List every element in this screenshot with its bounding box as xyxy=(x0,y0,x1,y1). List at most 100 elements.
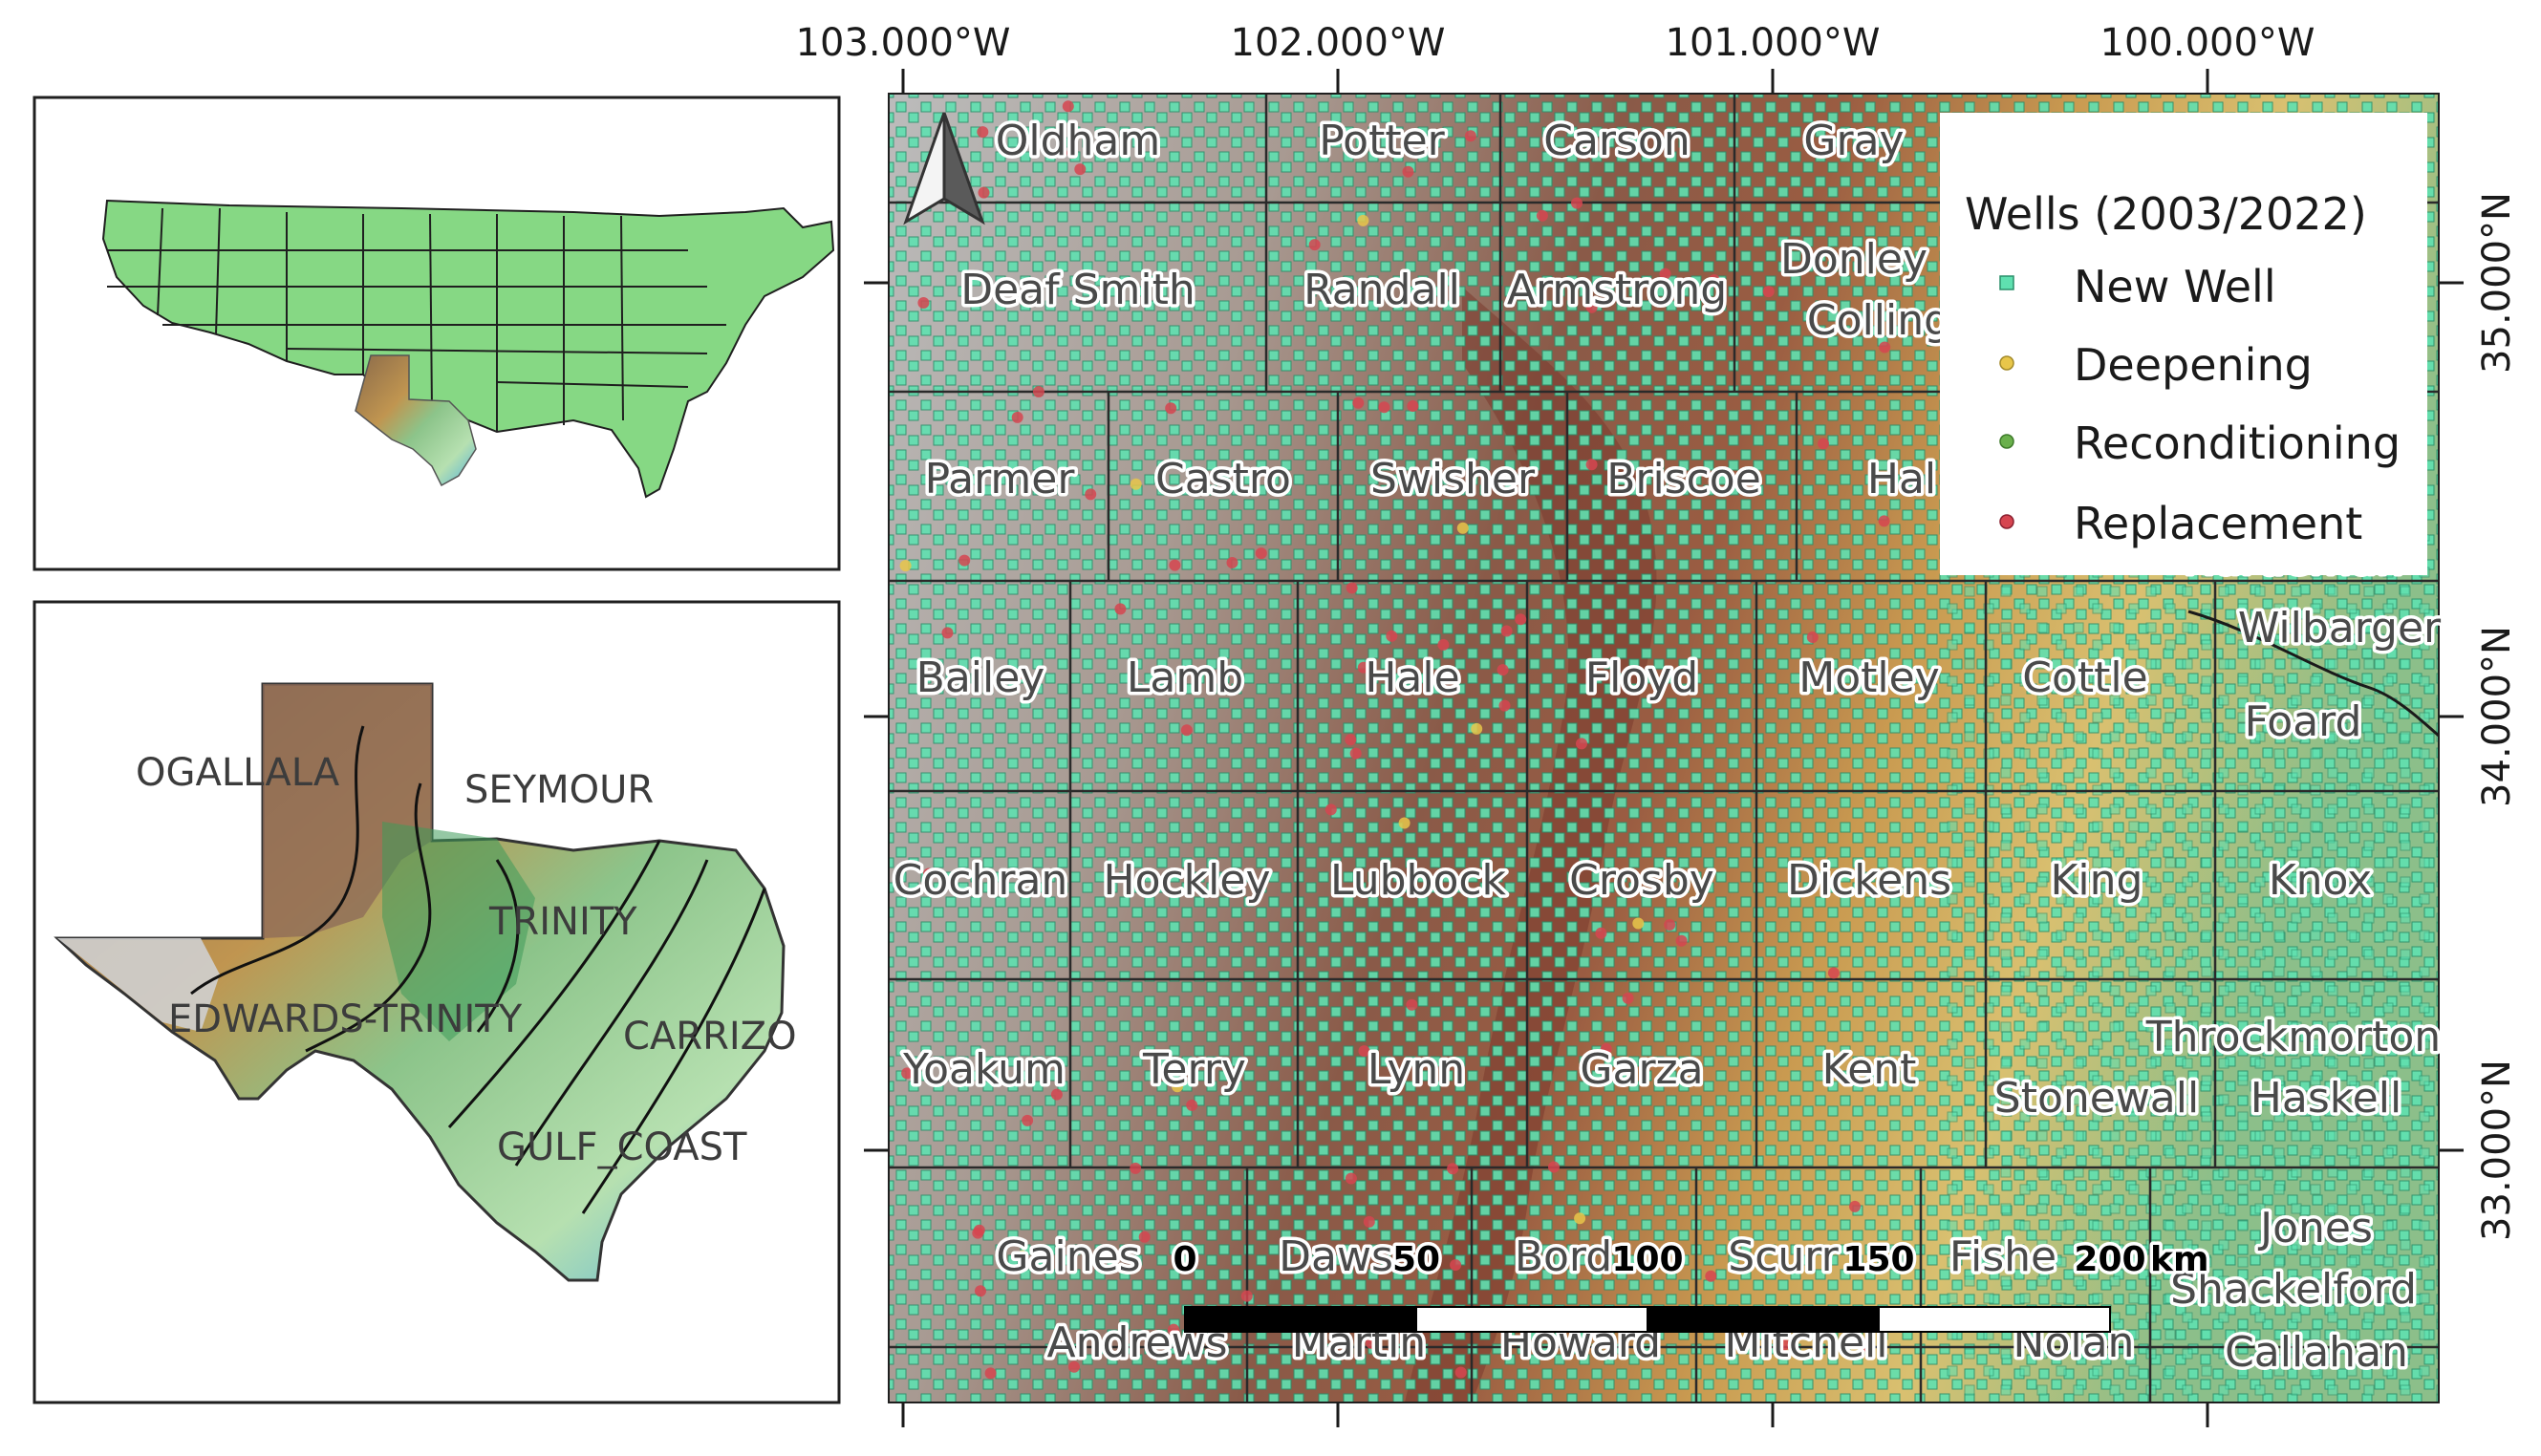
us-inset xyxy=(32,96,841,571)
replacement-well-point xyxy=(1548,1161,1560,1173)
legend: Wells (2003/2022) New Well Deepening Rec… xyxy=(1940,113,2427,575)
replacement-well-point xyxy=(1585,301,1598,313)
aquifer-label: OGALLALA xyxy=(136,751,340,795)
county-label: Lubbock xyxy=(1330,856,1507,905)
replacement-well-point xyxy=(1675,934,1688,947)
replacement-well-point xyxy=(1324,803,1337,816)
replacement-well-point xyxy=(1386,630,1398,642)
county-label: Lamb xyxy=(1127,653,1243,702)
county-label: Throckmorton xyxy=(2145,1013,2441,1061)
county-label: Gaines xyxy=(996,1232,1140,1281)
legend-reconditioning-marker xyxy=(1999,434,2014,449)
deepening-well-point xyxy=(1172,1081,1183,1093)
legend-item: Reconditioning xyxy=(2074,418,2401,469)
latitude-label: 34.000°N xyxy=(2475,626,2519,807)
replacement-well-point xyxy=(1595,927,1607,939)
replacement-well-point xyxy=(1622,992,1634,1004)
replacement-well-point xyxy=(1497,664,1509,676)
replacement-well-point xyxy=(1827,967,1840,979)
scale-tick-label: 50 xyxy=(1392,1240,1440,1279)
replacement-well-point xyxy=(1074,163,1087,176)
replacement-well-point xyxy=(1879,341,1891,353)
replacement-well-point xyxy=(1022,1114,1034,1126)
replacement-well-point xyxy=(1358,1045,1370,1058)
county-label: Yoakum xyxy=(902,1045,1066,1094)
replacement-well-point xyxy=(1017,668,1029,680)
longitude-label: 100.000°W xyxy=(2100,21,2315,65)
legend-title: Wells (2003/2022) xyxy=(1965,188,2367,240)
replacement-well-point xyxy=(1114,603,1127,615)
deepening-well-point xyxy=(1357,214,1369,226)
county-label: Gray xyxy=(1803,117,1904,165)
replacement-well-point xyxy=(1585,459,1598,471)
replacement-well-point xyxy=(1032,386,1044,397)
county-label: Daws xyxy=(1279,1232,1393,1281)
main-map-frame xyxy=(888,93,2440,1403)
replacement-well-point xyxy=(1849,1200,1861,1212)
county-label: Scurr xyxy=(1728,1232,1839,1281)
replacement-well-point xyxy=(1345,734,1357,746)
legend-item: Deepening xyxy=(2074,339,2313,391)
replacement-well-point xyxy=(1240,1290,1253,1302)
county-label: Hale xyxy=(1365,653,1459,702)
county-label: Stonewall xyxy=(1994,1074,2199,1123)
county-label: Armstrong xyxy=(1507,266,1727,314)
replacement-well-point xyxy=(1357,661,1369,674)
county-label: Deaf Smith xyxy=(960,266,1195,314)
county-label: Shackelford xyxy=(2170,1265,2417,1314)
replacement-well-point xyxy=(1664,919,1676,931)
deepening-well-point xyxy=(1398,817,1410,829)
replacement-well-point xyxy=(1600,1042,1612,1055)
county-label: Crosby xyxy=(1569,856,1714,905)
replacement-well-point xyxy=(1437,638,1450,651)
graticule-ticks xyxy=(864,69,2464,1427)
county-label: King xyxy=(2051,856,2143,905)
replacement-well-point xyxy=(1402,165,1414,178)
replacement-well-point xyxy=(1165,402,1177,415)
replacement-well-point xyxy=(1498,699,1511,712)
replacement-well-point xyxy=(1346,582,1358,594)
replacement-well-point xyxy=(1050,1088,1063,1101)
legend-deepening-marker xyxy=(1999,355,2014,371)
aquifer-boundaries xyxy=(190,725,766,1214)
replacement-well-point xyxy=(1576,738,1587,750)
replacement-well-point xyxy=(1406,998,1418,1011)
county-label: Cottle xyxy=(2022,653,2147,702)
county-label: Briscoe xyxy=(1606,455,1761,503)
scale-unit: km xyxy=(2150,1240,2208,1279)
north-arrow-icon xyxy=(903,112,985,225)
replacement-well-point xyxy=(1308,239,1321,251)
replacement-well-point xyxy=(984,1367,997,1380)
replacement-well-point xyxy=(1464,130,1476,142)
aquifer-label: TRINITY xyxy=(488,900,637,944)
texas-inset: OGALLALA SEYMOUR TRINITY EDWARDS-TRINITY… xyxy=(32,600,841,1404)
county-label: Potter xyxy=(1319,117,1445,165)
replacement-well-point xyxy=(1226,557,1238,568)
replacement-well-point xyxy=(975,1285,986,1297)
scale-tick-label: 200 xyxy=(2074,1240,2145,1279)
county-label: Callahan xyxy=(2225,1328,2408,1377)
county-label: Cochran xyxy=(894,856,1068,905)
replacement-well-point xyxy=(1447,1163,1459,1175)
legend-item: Replacement xyxy=(2074,498,2362,549)
county-label: Parmer xyxy=(925,455,1076,503)
deepening-well-point xyxy=(1574,1212,1586,1225)
trinity-region xyxy=(382,822,535,1041)
replacement-well-point xyxy=(917,297,930,309)
county-label: Motley xyxy=(1798,653,1939,702)
legend-replacement-marker xyxy=(1999,514,2014,529)
replacement-well-point xyxy=(978,186,990,199)
deepening-well-point xyxy=(1456,522,1469,534)
replacement-well-point xyxy=(1138,1231,1151,1243)
county-label: Bord xyxy=(1515,1232,1612,1281)
latitude-label: 35.000°N xyxy=(2475,192,2519,374)
county-label: Jones xyxy=(2257,1204,2373,1253)
legend-box xyxy=(1940,113,2427,575)
latitude-label: 33.000°N xyxy=(2475,1060,2519,1241)
scale-tick-label: 0 xyxy=(1173,1240,1196,1279)
replacement-well-point xyxy=(1066,147,1079,160)
county-label: Dickens xyxy=(1787,856,1951,905)
county-label: Foard xyxy=(2245,697,2362,746)
replacement-well-point xyxy=(1180,724,1193,737)
